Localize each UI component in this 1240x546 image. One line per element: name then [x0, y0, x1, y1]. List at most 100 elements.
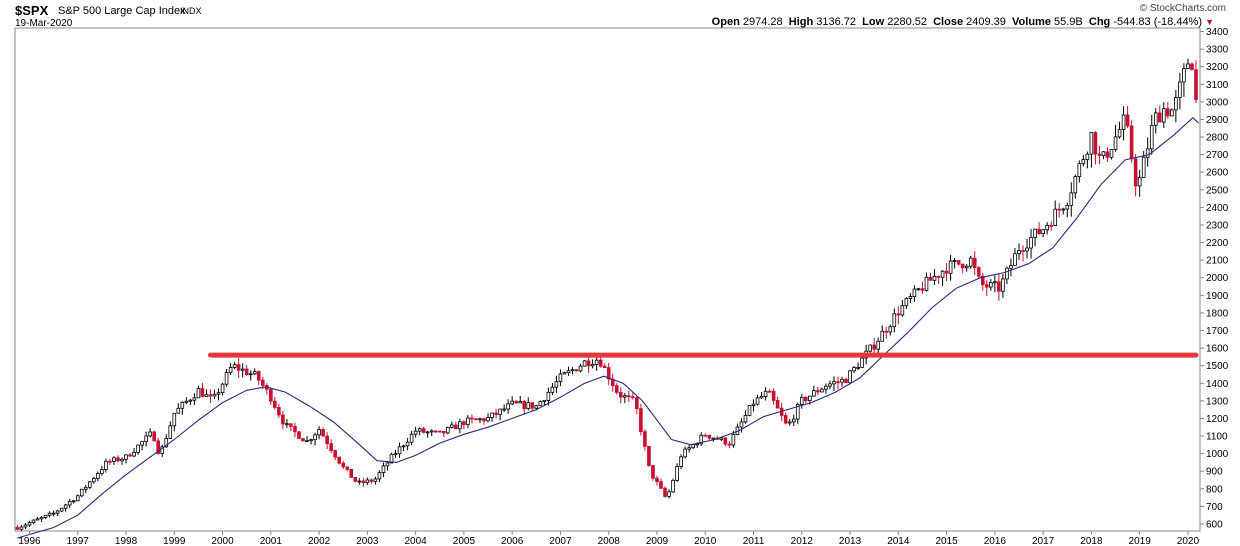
candle: [1073, 174, 1078, 199]
candle: [522, 399, 527, 415]
candle: [385, 460, 390, 471]
candle: [313, 432, 317, 446]
x-axis: 1996 1997 1998 1999 2000 2001 2002 2003 2004 2005…: [18, 531, 1199, 546]
candle: [152, 430, 156, 442]
candle: [554, 375, 559, 393]
candle: [417, 427, 422, 436]
candle: [1025, 238, 1029, 259]
candle: [228, 362, 233, 376]
candle: [582, 360, 587, 367]
candle: [216, 388, 221, 401]
x-tick-label: 2010: [694, 536, 717, 546]
candle: [15, 525, 20, 531]
candle: [236, 358, 241, 378]
candle: [277, 403, 281, 418]
candle: [75, 494, 80, 502]
candle: [27, 520, 32, 527]
candle: [968, 255, 973, 269]
y-axis: 600 700 800 900 1000 1100 1200 1300 1400 1500 1600…: [1200, 27, 1229, 530]
candle: [956, 260, 961, 266]
open-value: 2974.28: [742, 16, 783, 28]
candle: [1137, 169, 1142, 197]
candle: [570, 367, 575, 375]
x-tick-label: 2019: [1129, 536, 1152, 546]
candle: [208, 389, 213, 403]
x-tick-label: 2002: [308, 536, 331, 546]
candle: [1093, 131, 1098, 165]
candle: [1105, 147, 1110, 162]
candle: [23, 523, 28, 530]
candle: [659, 478, 663, 490]
candle: [631, 392, 635, 400]
candle: [578, 363, 583, 373]
candle: [618, 387, 623, 404]
stockcharts-credit[interactable]: © StockCharts.com: [1139, 3, 1226, 14]
candle: [184, 397, 189, 405]
candle: [79, 488, 84, 498]
candle: [1149, 114, 1154, 155]
volume-label: Volume: [1012, 16, 1051, 28]
x-tick-label: 2011: [743, 536, 765, 546]
candle: [562, 371, 567, 375]
y-tick-label: 1400: [1206, 379, 1229, 390]
x-tick-label: 2001: [260, 536, 283, 546]
y-tick-label: 3200: [1206, 62, 1229, 73]
x-tick-label: 2003: [356, 536, 379, 546]
candle: [651, 465, 655, 481]
candle: [482, 417, 486, 425]
open-label: Open: [711, 16, 740, 28]
candle: [900, 299, 905, 317]
candle: [293, 422, 297, 438]
candle: [699, 432, 704, 446]
x-tick-label: 2014: [887, 536, 910, 546]
candle: [462, 420, 466, 430]
x-tick-label: 2007: [549, 536, 572, 546]
x-tick-label: 2017: [1032, 536, 1055, 546]
candle: [425, 430, 430, 438]
y-tick-label: 2200: [1206, 238, 1229, 249]
candle: [1029, 229, 1033, 259]
index-description: S&P 500 Large Cap Index: [58, 5, 186, 17]
candle: [526, 397, 531, 411]
candle: [446, 426, 450, 435]
candle: [980, 272, 985, 291]
candle: [812, 385, 816, 397]
candle: [1153, 108, 1158, 134]
candlestick-series: [15, 58, 1198, 531]
candle: [759, 391, 764, 400]
candle: [116, 455, 120, 463]
candle: [478, 417, 482, 424]
candle: [767, 389, 772, 393]
candle: [751, 399, 756, 412]
candle: [1117, 121, 1122, 139]
candle: [1194, 60, 1198, 103]
candle: [297, 431, 301, 440]
y-tick-label: 3300: [1206, 45, 1229, 56]
volume-value: 55.9B: [1054, 16, 1083, 28]
y-tick-label: 1600: [1206, 344, 1229, 355]
plot-area: [14, 27, 1201, 532]
candle: [530, 402, 535, 412]
candle: [727, 441, 732, 449]
candle: [88, 481, 92, 490]
y-tick-label: 1800: [1206, 308, 1229, 319]
candle: [188, 398, 193, 406]
candle: [112, 456, 116, 466]
candle: [824, 383, 828, 394]
y-tick-label: 3000: [1206, 97, 1229, 108]
x-tick-label: 2012: [791, 536, 814, 546]
symbol-label: $SPX: [15, 3, 49, 18]
candle: [763, 387, 768, 401]
candle: [67, 499, 72, 509]
candle: [421, 426, 426, 434]
candle: [1021, 245, 1025, 262]
x-tick-label: 2013: [839, 536, 862, 546]
candle: [836, 376, 840, 390]
low-label: Low: [862, 16, 885, 28]
candle: [1081, 154, 1086, 167]
y-tick-label: 1200: [1206, 414, 1229, 425]
candle: [1089, 132, 1094, 168]
candle: [108, 459, 112, 465]
x-tick-label: 2009: [646, 536, 669, 546]
